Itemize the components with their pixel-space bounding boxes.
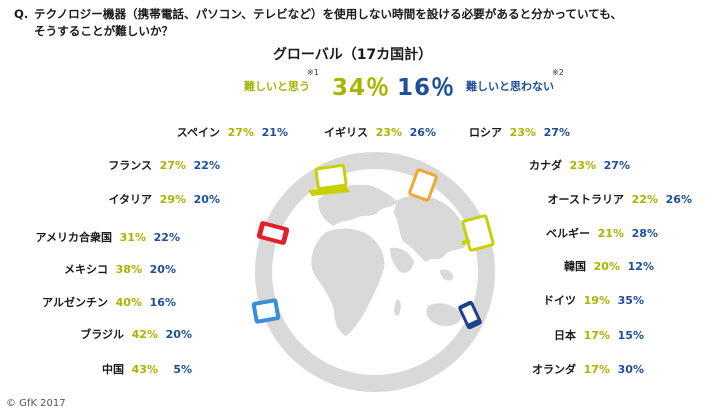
hard-value: 29% <box>159 193 186 206</box>
global-title: グローバル（17カ国計） <box>272 47 433 63</box>
table-row: 中国 43% 5% <box>30 362 192 378</box>
country-label: カナダ <box>529 159 562 172</box>
not-hard-value: 20% <box>149 263 176 276</box>
not-hard-value: 30% <box>617 363 644 376</box>
not-hard-value: 26% <box>409 126 436 139</box>
country-label: ブラジル <box>80 328 124 341</box>
not-hard-value: 35% <box>617 294 644 307</box>
hard-value: 40% <box>115 296 142 309</box>
world-map-continents <box>311 184 467 336</box>
question-line-1: テクノロジー機器（携帯電話、パソコン、テレビなど）を使用しない時間を設ける必要が… <box>34 7 623 21</box>
country-label: オランダ <box>532 363 576 376</box>
global-hard-value: 34％ <box>332 75 391 101</box>
table-row: フランス 27% 22% <box>56 158 220 174</box>
hard-value: 19% <box>583 294 610 307</box>
easy-label: 難しいと思わない <box>466 80 554 93</box>
copyright: © GfK 2017 <box>6 398 66 409</box>
global-easy-value: 16％ <box>397 75 456 101</box>
table-row: カナダ 23% 27% <box>470 158 630 174</box>
table-row: ブラジル 42% 20% <box>30 327 192 343</box>
not-hard-value: 27% <box>603 159 630 172</box>
country-label: 日本 <box>554 329 576 342</box>
hard-value: 23% <box>375 126 402 139</box>
table-row: 日本 17% 15% <box>520 328 644 344</box>
not-hard-value: 20% <box>165 328 192 341</box>
phone-icon <box>256 221 290 245</box>
not-hard-value: 20% <box>193 193 220 206</box>
country-label: 韓国 <box>564 260 586 273</box>
table-row: ベルギー 21% 28% <box>520 226 658 242</box>
country-label: アルゼンチン <box>42 296 108 309</box>
blue-tablet-icon <box>251 298 281 324</box>
country-label: ドイツ <box>543 294 576 307</box>
question-text: Q. テクノロジー機器（携帯電話、パソコン、テレビなど）を使用しない時間を設ける必… <box>14 6 694 40</box>
not-hard-value: 12% <box>627 260 654 273</box>
not-hard-value: 15% <box>617 329 644 342</box>
country-label: スペイン <box>176 126 220 139</box>
country-label: 中国 <box>102 363 124 376</box>
country-label: オーストラリア <box>547 193 624 206</box>
hard-value: 21% <box>597 227 624 240</box>
easy-note: ※2 <box>552 68 564 77</box>
table-row: イタリア 29% 20% <box>56 192 220 208</box>
not-hard-value: 5% <box>173 363 192 376</box>
hard-value: 23% <box>509 126 536 139</box>
table-row: 韓国 20% 12% <box>520 259 654 275</box>
hard-label: 難しいと思う <box>244 80 310 93</box>
not-hard-value: 16% <box>149 296 176 309</box>
hard-value: 31% <box>119 231 146 244</box>
tablet-icon <box>408 168 438 202</box>
hard-value: 42% <box>131 328 158 341</box>
table-row: スペイン 27% 21% <box>150 125 288 141</box>
country-label: メキシコ <box>64 263 108 276</box>
table-row: オランダ 17% 30% <box>510 362 644 378</box>
hard-value: 38% <box>115 263 142 276</box>
country-label: イタリア <box>108 193 152 206</box>
hard-value: 27% <box>227 126 254 139</box>
hard-value: 22% <box>631 193 658 206</box>
country-label: イギリス <box>324 126 368 139</box>
hard-value: 20% <box>593 260 620 273</box>
laptop-icon <box>308 163 350 196</box>
table-row: メキシコ 38% 20% <box>12 262 176 278</box>
hard-note: ※1 <box>307 68 319 77</box>
hard-value: 23% <box>569 159 596 172</box>
country-label: ベルギー <box>546 227 590 240</box>
smartphone-icon <box>458 300 482 330</box>
table-row: イギリス 23% 26% <box>304 125 436 141</box>
monitor-icon <box>461 214 495 252</box>
not-hard-value: 28% <box>631 227 658 240</box>
not-hard-value: 21% <box>261 126 288 139</box>
hard-value: 17% <box>583 329 610 342</box>
table-row: ロシア 23% 27% <box>456 125 570 141</box>
not-hard-value: 26% <box>665 193 692 206</box>
table-row: ドイツ 19% 35% <box>520 293 644 309</box>
question-prefix: Q. <box>14 7 29 21</box>
not-hard-value: 22% <box>153 231 180 244</box>
country-label: フランス <box>108 159 152 172</box>
not-hard-value: 22% <box>193 159 220 172</box>
table-row: オーストラリア 22% 26% <box>524 192 692 208</box>
not-hard-value: 27% <box>543 126 570 139</box>
hard-value: 17% <box>583 363 610 376</box>
country-label: ロシア <box>469 126 502 139</box>
table-row: アルゼンチン 40% 16% <box>12 295 176 311</box>
hard-value: 43% <box>131 363 158 376</box>
country-label: アメリカ合衆国 <box>35 231 112 244</box>
question-line-2: そうすることが難しいか？ <box>34 24 174 38</box>
table-row: アメリカ合衆国 31% 22% <box>12 230 180 246</box>
hard-value: 27% <box>159 159 186 172</box>
